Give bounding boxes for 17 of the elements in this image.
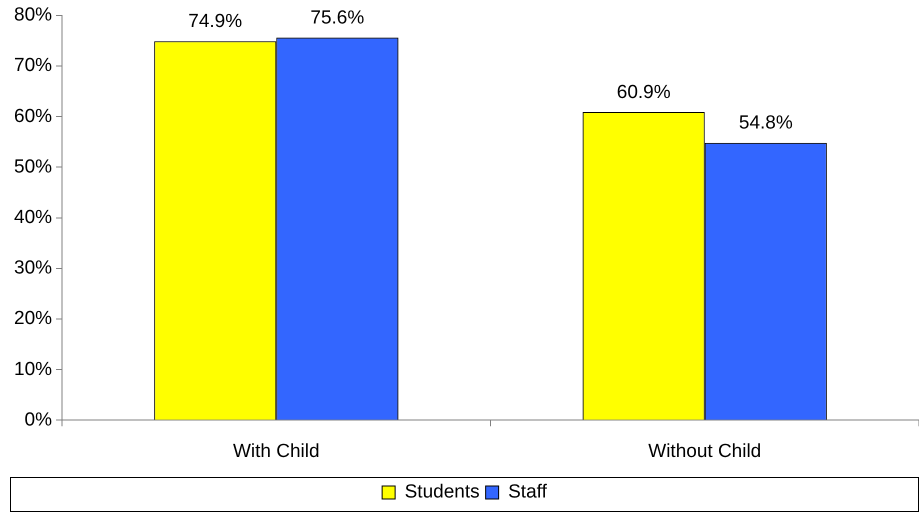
y-tick-label: 40% bbox=[14, 207, 52, 228]
data-label: 74.9% bbox=[188, 10, 242, 32]
legend-label: Staff bbox=[508, 482, 548, 503]
y-tick-label: 10% bbox=[14, 358, 52, 380]
y-tick-label: 20% bbox=[14, 308, 52, 330]
data-label: 60.9% bbox=[616, 82, 671, 103]
legend-label: Students bbox=[404, 482, 480, 503]
data-label: 54.8% bbox=[738, 112, 793, 134]
y-tick-label: 30% bbox=[14, 258, 52, 279]
y-tick-label: 70% bbox=[14, 55, 52, 76]
y-tick-label: 50% bbox=[14, 156, 52, 178]
data-label: 75.6% bbox=[310, 7, 364, 28]
x-tick-label: With Child bbox=[232, 440, 320, 462]
y-tick-label: 80% bbox=[14, 4, 52, 26]
y-tick-label: 60% bbox=[14, 106, 52, 127]
x-tick-label: Without Child bbox=[648, 440, 762, 462]
y-tick-label: 0% bbox=[24, 409, 52, 430]
